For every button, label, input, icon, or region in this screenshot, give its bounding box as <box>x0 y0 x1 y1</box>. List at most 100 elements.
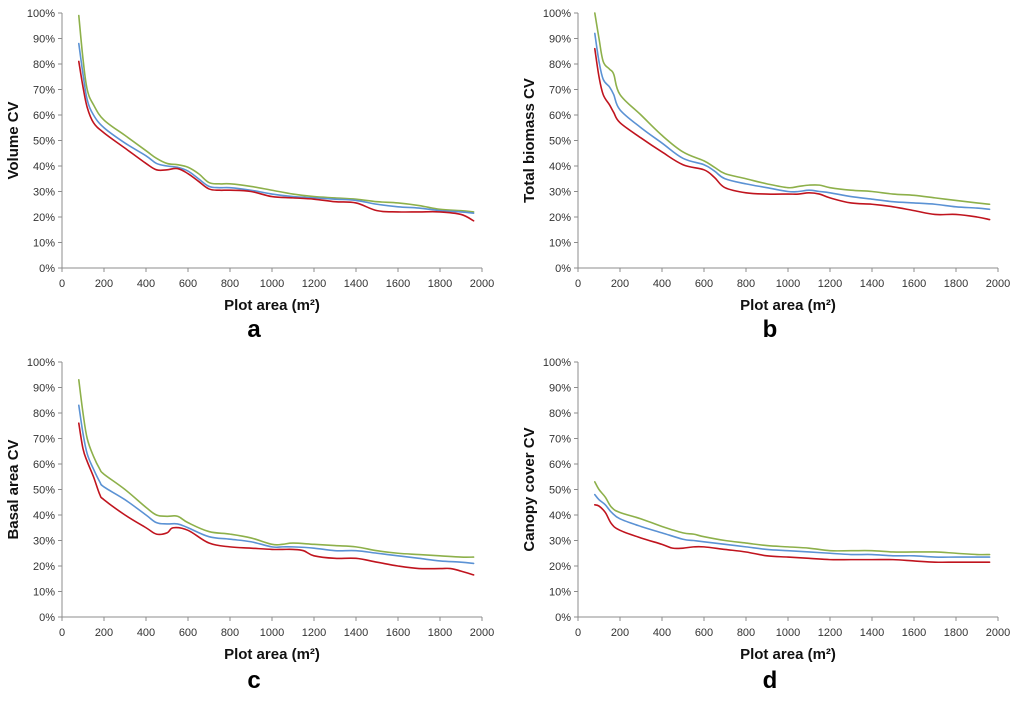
series-line-upper <box>78 379 475 558</box>
x-tick-label: 1000 <box>776 278 800 290</box>
series-line-upper <box>78 14 475 213</box>
y-tick-label: 20% <box>33 561 55 573</box>
y-tick-label: 40% <box>33 510 55 522</box>
y-tick-label: 70% <box>33 434 55 446</box>
y-tick-label: 60% <box>33 459 55 471</box>
panel-label: a <box>247 316 261 343</box>
series-line-upper <box>594 12 991 206</box>
y-axis-title: Basal area CV <box>5 439 22 539</box>
y-axis-title: Total biomass CV <box>521 78 538 203</box>
panel-label: d <box>763 667 778 694</box>
x-tick-label: 800 <box>221 627 239 639</box>
y-tick-label: 80% <box>33 59 55 71</box>
series-line-middle <box>594 493 991 558</box>
y-tick-label: 80% <box>33 408 55 420</box>
y-tick-label: 40% <box>549 510 571 522</box>
y-tick-label: 50% <box>549 485 571 497</box>
x-tick-label: 1200 <box>818 278 842 290</box>
x-tick-label: 2000 <box>986 278 1010 290</box>
x-tick-label: 1400 <box>860 627 884 639</box>
x-tick-label: 2000 <box>470 627 494 639</box>
x-tick-label: 0 <box>575 627 581 639</box>
x-tick-label: 400 <box>653 627 671 639</box>
y-tick-label: 50% <box>33 485 55 497</box>
y-tick-label: 90% <box>33 34 55 46</box>
x-tick-label: 200 <box>611 627 629 639</box>
y-tick-label: 10% <box>33 587 55 599</box>
x-tick-label: 1000 <box>260 278 284 290</box>
series-line-lower <box>78 60 475 222</box>
y-tick-label: 10% <box>33 238 55 250</box>
y-tick-label: 50% <box>33 136 55 148</box>
chart-panel-b: 0% 10% 20% 30% 40% 50% 60% 70% 80% 90% 100% 0 200 400… <box>521 8 1010 343</box>
y-tick-label: 40% <box>549 161 571 173</box>
x-tick-label: 1600 <box>386 627 410 639</box>
y-tick-label: 70% <box>549 434 571 446</box>
x-tick-label: 1200 <box>302 278 326 290</box>
chart-panel-c: 0% 10% 20% 30% 40% 50% 60% 70% 80% 90% 100% 0 200 400… <box>5 357 494 694</box>
y-axis-title: Volume CV <box>5 101 22 179</box>
x-tick-label: 2000 <box>470 278 494 290</box>
x-tick-label: 800 <box>737 627 755 639</box>
x-tick-label: 800 <box>737 278 755 290</box>
x-tick-label: 1600 <box>386 278 410 290</box>
x-tick-label: 0 <box>575 278 581 290</box>
x-axis-title: Plot area (m²) <box>224 297 320 314</box>
x-tick-label: 1600 <box>902 278 926 290</box>
x-tick-label: 0 <box>59 278 65 290</box>
y-tick-label: 60% <box>549 459 571 471</box>
chart-panel-a: 0% 10% 20% 30% 40% 50% 60% 70% 80% 90% 100% 0 200 400… <box>5 8 494 343</box>
y-tick-label: 0% <box>39 612 55 624</box>
y-tick-label: 20% <box>549 561 571 573</box>
x-axis-title: Plot area (m²) <box>740 297 836 314</box>
x-tick-label: 600 <box>695 278 713 290</box>
y-tick-label: 0% <box>39 263 55 275</box>
y-tick-label: 30% <box>549 187 571 199</box>
x-tick-label: 1400 <box>860 278 884 290</box>
x-tick-label: 200 <box>95 627 113 639</box>
y-tick-label: 70% <box>549 85 571 97</box>
x-tick-label: 600 <box>179 627 197 639</box>
series-line-middle <box>78 404 475 565</box>
x-tick-label: 1800 <box>428 627 452 639</box>
x-tick-label: 200 <box>611 278 629 290</box>
x-axis-title: Plot area (m²) <box>740 646 836 663</box>
x-tick-label: 1400 <box>344 278 368 290</box>
x-tick-label: 1200 <box>818 627 842 639</box>
x-tick-label: 1000 <box>260 627 284 639</box>
y-tick-label: 10% <box>549 238 571 250</box>
x-tick-label: 2000 <box>986 627 1010 639</box>
y-tick-label: 90% <box>549 34 571 46</box>
x-tick-label: 1000 <box>776 627 800 639</box>
chart-panel-d: 0% 10% 20% 30% 40% 50% 60% 70% 80% 90% 100% 0 200 400… <box>521 357 1010 694</box>
x-tick-label: 1800 <box>428 278 452 290</box>
x-tick-label: 400 <box>137 627 155 639</box>
x-tick-label: 1200 <box>302 627 326 639</box>
y-tick-label: 90% <box>549 383 571 395</box>
y-tick-label: 30% <box>33 536 55 548</box>
y-axis-title: Canopy cover CV <box>521 427 538 551</box>
y-tick-label: 80% <box>549 59 571 71</box>
series-line-lower <box>594 47 991 221</box>
x-axis-title: Plot area (m²) <box>224 646 320 663</box>
x-tick-label: 400 <box>137 278 155 290</box>
y-tick-label: 90% <box>33 383 55 395</box>
series-line-lower <box>594 504 991 564</box>
y-tick-label: 0% <box>555 263 571 275</box>
panel-label: c <box>247 667 260 694</box>
y-tick-label: 50% <box>549 136 571 148</box>
panel-label: b <box>763 316 778 343</box>
y-tick-label: 10% <box>549 587 571 599</box>
x-tick-label: 0 <box>59 627 65 639</box>
y-tick-label: 30% <box>549 536 571 548</box>
y-tick-label: 60% <box>549 110 571 122</box>
y-tick-label: 100% <box>27 357 55 369</box>
y-tick-label: 20% <box>549 212 571 224</box>
y-tick-label: 70% <box>33 85 55 97</box>
x-tick-label: 1400 <box>344 627 368 639</box>
y-tick-label: 20% <box>33 212 55 224</box>
series-line-upper <box>594 481 991 556</box>
x-tick-label: 400 <box>653 278 671 290</box>
y-tick-label: 40% <box>33 161 55 173</box>
